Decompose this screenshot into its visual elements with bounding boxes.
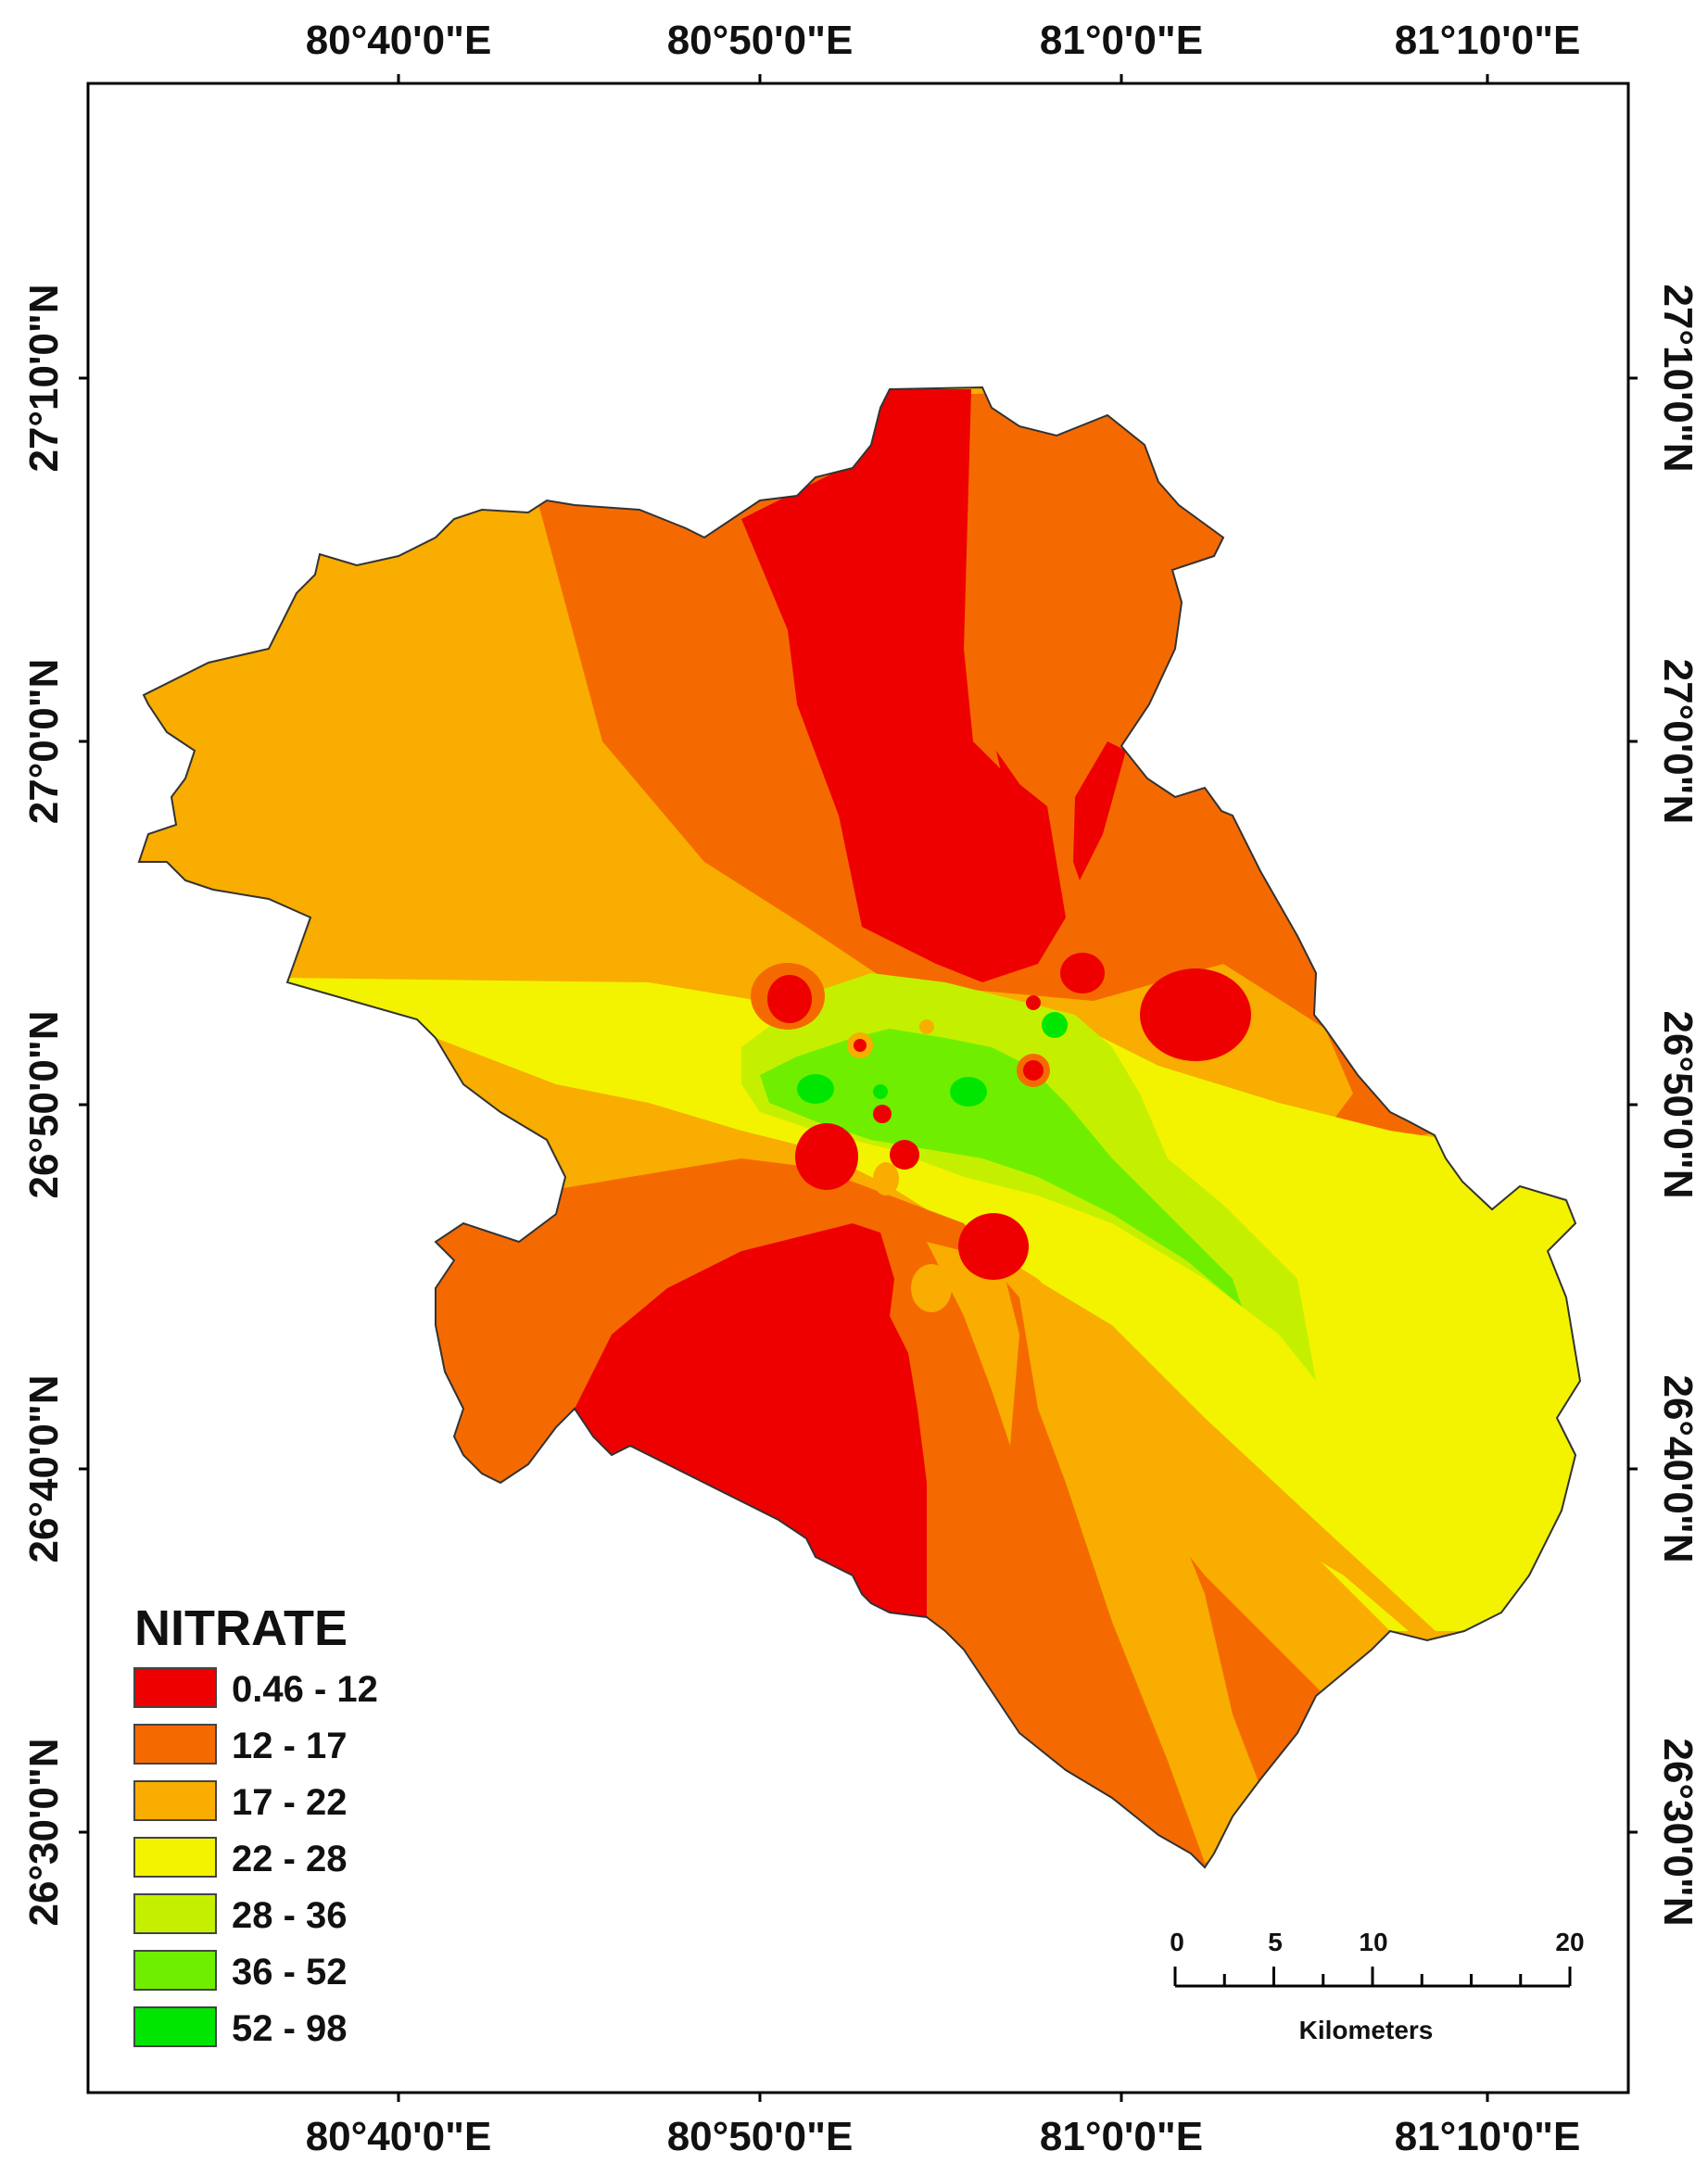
hotspot: [1023, 1060, 1044, 1081]
legend-label: 0.46 - 12: [232, 1669, 378, 1710]
legend: NITRATE 0.46 - 12 12 - 17 17 - 22 22 - 28 28…: [133, 1600, 378, 2049]
legend-swatch: [133, 1950, 217, 1991]
zone-0-12-north: [741, 389, 1066, 982]
hotspot: [919, 1019, 934, 1034]
top-longitude-label: 80°40'0"E: [306, 18, 492, 63]
scale-tick-label: 0: [1170, 1928, 1184, 1956]
hotspot: [767, 975, 812, 1023]
hotspot: [911, 1264, 952, 1312]
legend-label: 12 - 17: [232, 1726, 348, 1766]
scale-bar: 0 5 10 20 Kilometers: [1170, 1928, 1584, 2044]
hotspot: [1026, 995, 1041, 1010]
left-latitude-label: 26°30'0"N: [21, 1738, 67, 1926]
right-latitude-label: 27°0'0"N: [1655, 659, 1701, 825]
left-latitude-label: 26°50'0"N: [21, 1010, 67, 1198]
zone-0-12-north-spike: [996, 751, 1043, 908]
bottom-longitude-label: 80°50'0"E: [667, 2114, 854, 2159]
legend-swatch: [133, 1667, 217, 1708]
legend-label: 17 - 22: [232, 1782, 348, 1823]
scale-tick-label: 10: [1359, 1928, 1387, 1956]
right-latitude-label: 26°40'0"N: [1655, 1374, 1701, 1562]
bottom-longitude-label: 80°40'0"E: [306, 2114, 492, 2159]
legend-title: NITRATE: [134, 1600, 348, 1656]
left-latitude-label: 26°40'0"N: [21, 1374, 67, 1562]
zone-52-98-core: [1042, 1012, 1068, 1038]
zone-22-28-band: [278, 978, 1580, 1631]
bottom-longitude-label: 81°10'0"E: [1395, 2114, 1581, 2159]
right-latitude-label: 26°50'0"N: [1655, 1010, 1701, 1198]
zone-52-98-core: [797, 1074, 834, 1104]
scale-tick-label: 20: [1555, 1928, 1584, 1956]
top-longitude-label: 81°0'0"E: [1040, 18, 1203, 63]
legend-swatch: [133, 2006, 217, 2047]
hotspot: [795, 1123, 858, 1190]
hotspot: [1060, 953, 1105, 993]
legend-swatch: [133, 1724, 217, 1765]
zone-17-22-south: [964, 1233, 1446, 1863]
left-latitude-label: 27°0'0"N: [21, 659, 67, 825]
hotspot: [873, 1105, 892, 1123]
graticule-ticks: [79, 74, 1638, 2102]
top-longitude-label: 81°10'0"E: [1395, 18, 1581, 63]
zone-0-12-south: [575, 1223, 927, 1631]
right-latitude-label: 27°10'0"N: [1655, 284, 1701, 472]
legend-swatch: [133, 1837, 217, 1878]
scale-unit-label: Kilometers: [1299, 2016, 1434, 2044]
zone-52-98-core: [873, 1084, 888, 1099]
zone-52-98-core: [950, 1077, 987, 1107]
legend-label: 28 - 36: [232, 1895, 348, 1936]
scale-tick-label: 5: [1268, 1928, 1283, 1956]
legend-swatch: [133, 1893, 217, 1934]
hotspot: [1140, 968, 1251, 1061]
left-latitude-label: 27°10'0"N: [21, 284, 67, 472]
legend-swatch: [133, 1780, 217, 1821]
top-longitude-label: 80°50'0"E: [667, 18, 854, 63]
bottom-longitude-label: 81°0'0"E: [1040, 2114, 1203, 2159]
legend-label: 52 - 98: [232, 2008, 348, 2049]
hotspot: [854, 1039, 867, 1052]
legend-label: 36 - 52: [232, 1952, 348, 1993]
legend-label: 22 - 28: [232, 1839, 348, 1879]
hotspot: [958, 1213, 1029, 1280]
right-latitude-label: 26°30'0"N: [1655, 1738, 1701, 1926]
zone-0-12-north-spike: [1073, 741, 1126, 880]
hotspot: [890, 1140, 919, 1170]
zone-17-22-south-fan: [927, 1242, 1019, 1446]
hotspot: [873, 1162, 899, 1196]
